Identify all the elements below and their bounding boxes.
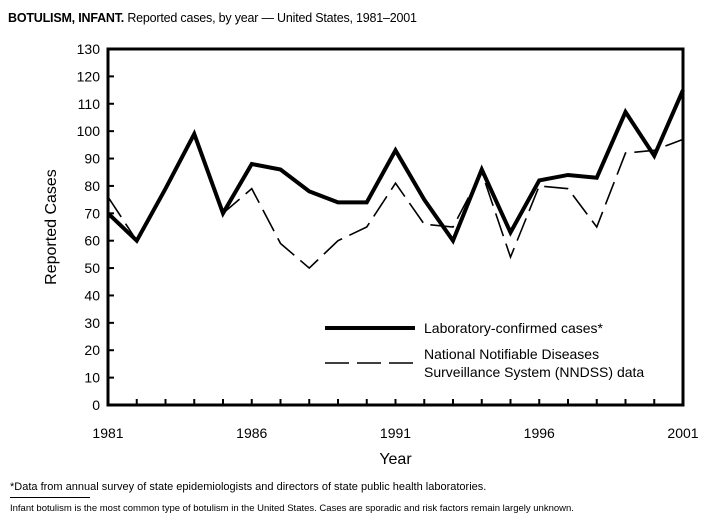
- footnote: *Data from annual survey of state epidem…: [10, 481, 487, 493]
- y-tick-label: 70: [84, 205, 100, 221]
- x-tick-label: 2001: [667, 425, 698, 441]
- y-tick-label: 0: [92, 397, 100, 413]
- note: Infant botulism is the most common type …: [10, 503, 574, 514]
- y-tick-label: 120: [77, 68, 101, 84]
- y-tick-label: 130: [77, 41, 101, 57]
- legend-label-lab: Laboratory-confirmed cases*: [424, 320, 604, 336]
- legend-label-nndss-1: National Notifiable Diseases: [424, 346, 599, 362]
- y-tick-label: 110: [78, 96, 101, 112]
- y-tick-label: 30: [84, 315, 100, 331]
- footnote-divider: [10, 497, 90, 498]
- x-tick-label: 1986: [236, 425, 267, 441]
- y-tick-label: 60: [84, 233, 100, 249]
- x-axis-label: Year: [379, 451, 412, 468]
- line-chart: 0 10 20 30 40 50 60 70 80 90 100 110 120 130 1981 1986 1…: [43, 41, 699, 468]
- y-axis-label: Reported Cases: [43, 169, 60, 285]
- x-tick-label: 1991: [380, 425, 411, 441]
- chart-title: BOTULISM, INFANT. Reported cases, by yea…: [8, 11, 417, 25]
- y-tick-label: 20: [84, 342, 100, 358]
- y-tick-label: 90: [84, 151, 100, 167]
- y-tick-label: 100: [77, 123, 101, 139]
- y-tick-label: 10: [84, 370, 100, 386]
- y-tick-label: 40: [84, 287, 100, 303]
- series-line-1: [106, 89, 685, 245]
- y-tick-label: 80: [84, 178, 100, 194]
- y-tick-label: 50: [84, 260, 100, 276]
- x-tick-label: 1996: [524, 425, 555, 441]
- legend-label-nndss-2: Surveillance System (NNDSS) data: [424, 364, 644, 380]
- x-tick-label: 1981: [92, 425, 123, 441]
